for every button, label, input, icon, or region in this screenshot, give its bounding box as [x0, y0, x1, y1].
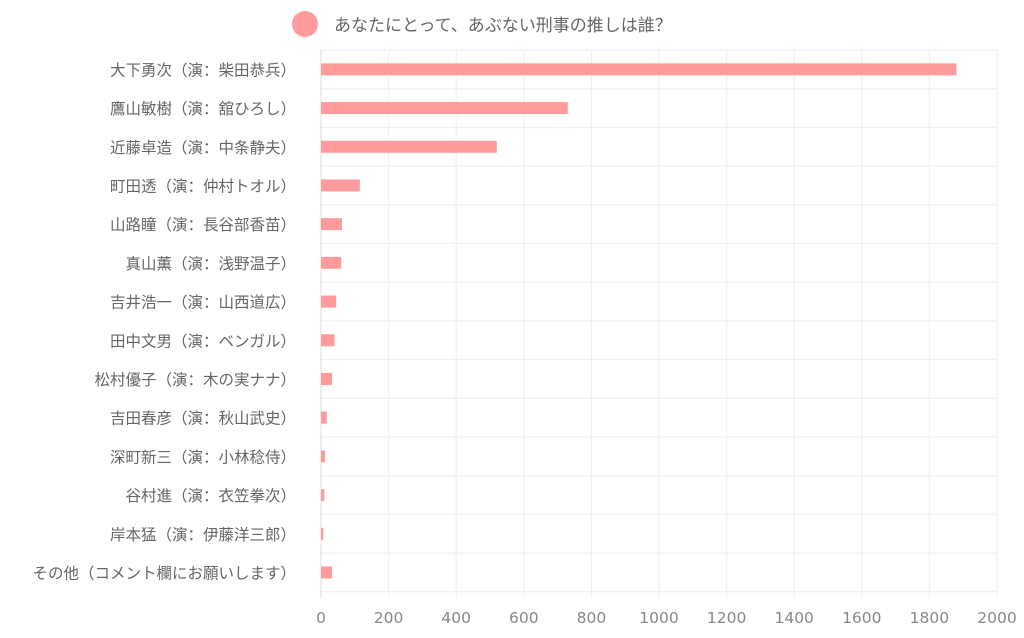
bar: [321, 372, 333, 385]
x-tick-label: 1400: [774, 609, 813, 627]
x-tick-label: 600: [509, 609, 539, 627]
category-label: 吉井浩一（演：山西道広）: [110, 294, 296, 312]
bar: [321, 527, 324, 540]
x-axis-ticks: 0 200 400 600 800 1000 1200 1400 1600 1800 2000: [316, 609, 1017, 627]
bar: [321, 566, 333, 579]
x-tick-label: 1600: [842, 609, 881, 627]
category-label: 近藤卓造（演：中条静夫）: [110, 139, 296, 157]
category-label: 鷹山敏樹（演：舘ひろし）: [110, 99, 296, 118]
bars: [321, 63, 957, 579]
x-tick-label: 1800: [910, 609, 949, 627]
x-tick-label: 0: [316, 609, 326, 627]
category-label: 谷村進（演：衣笠拳次）: [125, 487, 296, 505]
bar: [321, 489, 325, 502]
y-axis-labels: 大下勇次（演：柴田恭兵） 鷹山敏樹（演：舘ひろし） 近藤卓造（演：中条静夫） 町田透（…: [32, 61, 296, 582]
bar: [321, 334, 335, 347]
x-tick-label: 200: [374, 609, 404, 627]
bar: [321, 179, 360, 192]
x-tick-label: 400: [441, 609, 471, 627]
category-label: 大下勇次（演：柴田恭兵）: [110, 61, 296, 79]
category-label: 松村優子（演：木の実ナナ）: [94, 371, 296, 389]
x-tick-label: 1200: [707, 609, 746, 627]
bar: [321, 450, 326, 463]
category-label: 田中文男（演：ベンガル）: [110, 332, 296, 350]
legend: あなたにとって、あぶない刑事の推しは誰？: [292, 11, 672, 37]
bar: [321, 63, 957, 76]
category-label: 吉田春彦（演：秋山武史）: [110, 410, 296, 428]
bar: [321, 256, 342, 269]
x-tick-label: 1000: [639, 609, 678, 627]
x-tick-label: 800: [577, 609, 607, 627]
bar: [321, 411, 327, 424]
bar: [321, 218, 342, 231]
grid: [320, 49, 998, 598]
category-label: 岸本猛（演：伊藤洋三郎）: [110, 526, 296, 544]
category-label: 深町新三（演：小林稔侍）: [110, 448, 296, 466]
legend-marker: [292, 11, 318, 37]
category-label: 真山薫（演：浅野温子）: [125, 255, 296, 273]
category-label: 町田透（演：仲村トオル）: [110, 177, 296, 195]
bar: [321, 140, 497, 153]
category-label: 山路瞳（演：長谷部香苗）: [110, 216, 296, 234]
x-tick-label: 2000: [977, 609, 1016, 627]
bar: [321, 295, 337, 308]
legend-label: あなたにとって、あぶない刑事の推しは誰？: [334, 16, 672, 36]
bar: [321, 102, 568, 115]
category-label: その他（コメント欄にお願いします）: [32, 564, 296, 582]
